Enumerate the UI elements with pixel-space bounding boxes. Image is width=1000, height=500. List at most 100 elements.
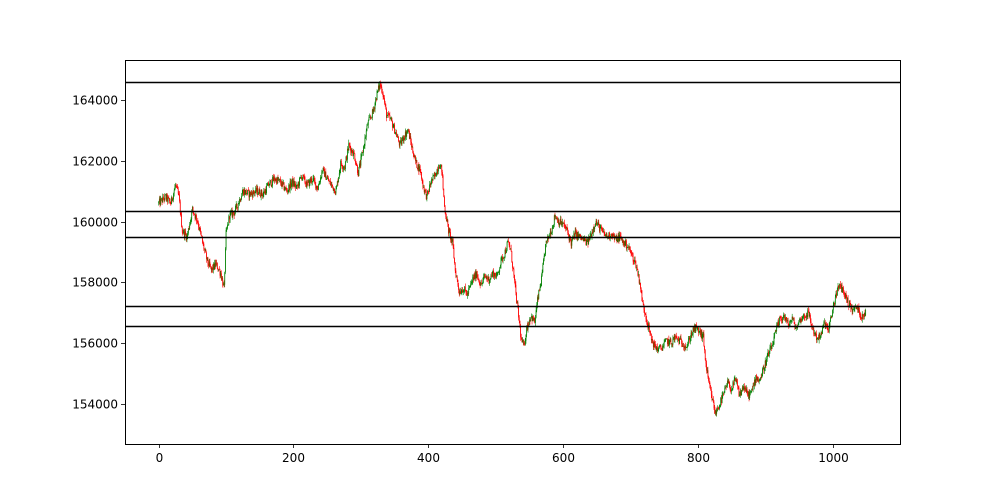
candle-body	[720, 397, 722, 405]
candle-body	[242, 189, 244, 193]
candle-body	[782, 318, 784, 321]
candle-body	[470, 283, 472, 286]
candle-body	[740, 391, 742, 396]
candle-body	[336, 185, 338, 190]
candle-body	[339, 169, 341, 174]
candle-body	[714, 408, 716, 414]
x-tick-label: 600	[552, 451, 575, 465]
candle-body	[772, 344, 774, 347]
candle-body	[224, 272, 226, 285]
candle-body	[752, 385, 754, 390]
candle-body	[357, 173, 359, 177]
candle-body	[701, 330, 703, 339]
candle-body	[498, 271, 500, 273]
candle-body	[756, 375, 757, 381]
candle-body	[524, 340, 526, 345]
candle-body	[698, 327, 699, 333]
candle-body	[320, 177, 321, 183]
candle-body	[829, 321, 831, 326]
candle-body	[397, 136, 399, 138]
candle-body	[796, 327, 798, 329]
candle-body	[475, 271, 476, 279]
candle-body	[247, 190, 249, 191]
candle-body	[667, 338, 668, 345]
candle-body	[708, 380, 710, 384]
candle-body	[578, 234, 579, 238]
candle-body	[809, 315, 811, 317]
candle-body	[172, 199, 174, 200]
candle-body	[330, 184, 332, 186]
candle-body	[775, 330, 777, 332]
candle-body	[677, 338, 679, 340]
candle-body	[201, 235, 203, 238]
candle-body	[293, 180, 294, 186]
candle-body	[346, 148, 348, 160]
candle-body	[708, 376, 710, 381]
candle-body	[659, 346, 660, 348]
candle-body	[341, 164, 343, 168]
candle-body	[234, 211, 236, 216]
candle-body	[449, 229, 451, 233]
candle-body	[441, 164, 443, 173]
candle-body	[485, 276, 486, 278]
candle-body	[371, 109, 373, 118]
candle-body	[289, 181, 291, 191]
candle-body	[253, 192, 255, 194]
candle-body	[412, 146, 414, 153]
candle-body	[781, 319, 783, 321]
candle-body	[377, 90, 379, 92]
candle-body	[805, 315, 807, 318]
candle-body	[657, 349, 659, 351]
candle-body	[359, 163, 361, 166]
candle-body	[175, 184, 177, 187]
candle-body	[574, 233, 575, 239]
candle-body	[546, 240, 548, 242]
candle-body	[536, 304, 538, 311]
candle-body	[396, 132, 397, 137]
candle-body	[456, 276, 458, 280]
candle-body	[462, 291, 464, 293]
candle-body	[581, 237, 583, 240]
candle-body	[512, 267, 514, 269]
candle-body	[528, 320, 530, 325]
candle-body	[747, 391, 749, 396]
candle-body	[366, 125, 368, 131]
candle-body	[637, 269, 639, 276]
candle-body	[561, 222, 563, 225]
candle-body	[416, 160, 418, 168]
candle-body	[801, 318, 803, 322]
candle-body	[327, 178, 329, 179]
candle-body	[268, 182, 269, 186]
candle-body	[632, 254, 634, 262]
candle-body	[842, 287, 844, 293]
candle-body	[586, 239, 588, 240]
candle-body	[445, 212, 447, 217]
candle-body	[424, 189, 426, 192]
candle-body	[404, 137, 406, 139]
candle-body	[725, 386, 727, 388]
candle-body	[401, 140, 403, 144]
candle-body	[319, 182, 321, 184]
candle-body	[712, 398, 714, 401]
candle-body	[595, 221, 597, 225]
candle-body	[768, 351, 770, 357]
candle-body	[795, 327, 797, 329]
candle-body	[590, 234, 592, 238]
candle-body	[638, 274, 640, 284]
candle-body	[769, 347, 771, 352]
candle-body	[245, 190, 247, 195]
candle-body	[828, 330, 829, 332]
candle-body	[217, 268, 219, 271]
candle-body	[208, 261, 210, 266]
candle-body	[555, 216, 557, 219]
candle-body	[760, 377, 762, 378]
candle-body	[173, 193, 174, 200]
candle-body	[677, 338, 679, 340]
candle-body	[774, 332, 776, 337]
candle-body	[489, 278, 491, 281]
candle-body	[542, 264, 544, 273]
candle-body	[849, 300, 851, 305]
candle-body	[562, 222, 564, 224]
candle-body	[363, 145, 365, 147]
candle-body	[535, 317, 536, 323]
